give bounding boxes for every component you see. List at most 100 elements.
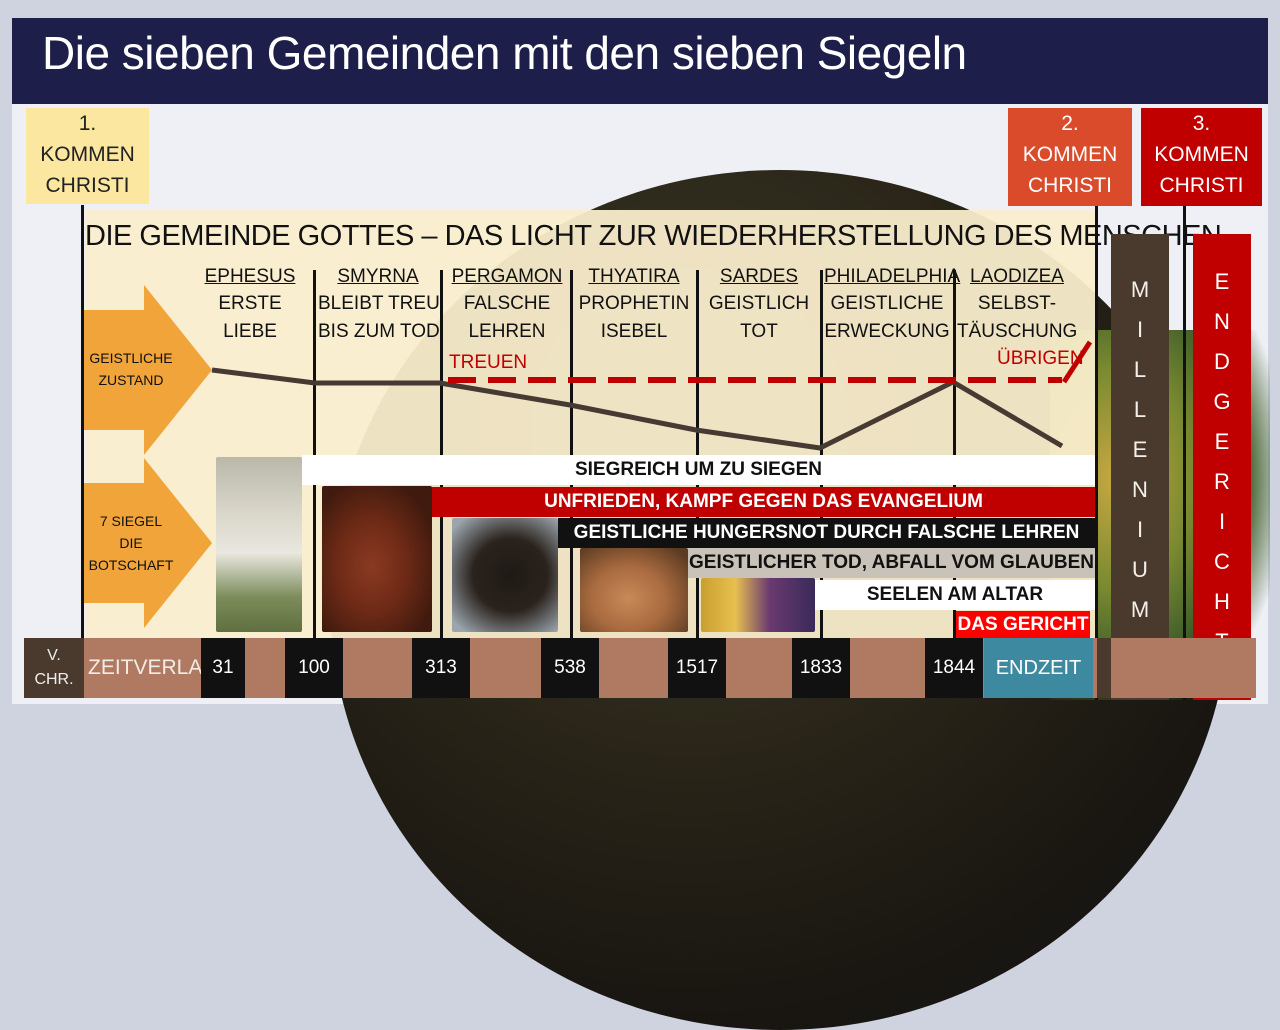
church-laodizea: LAODIZEA SELBST- TÄUSCHUNG xyxy=(957,266,1077,346)
seal-band-5: SEELEN AM ALTAR xyxy=(815,580,1095,610)
church-name: EPHESUS xyxy=(204,266,296,287)
year-538: 538 xyxy=(541,638,599,698)
church-desc: ERWECKUNG xyxy=(824,321,950,342)
third-coming-line: CHRISTI xyxy=(1159,174,1244,197)
remnant-end-label: ÜBRIGEN xyxy=(997,348,1084,369)
third-coming-line: 3. xyxy=(1192,112,1211,135)
bc-text: V. xyxy=(47,647,61,664)
church-thyatira: THYATIRA PROPHETIN ISEBEL xyxy=(575,266,693,346)
second-coming-line: 2. xyxy=(1061,112,1079,135)
endgericht-label: ENDGERICHT xyxy=(1193,262,1251,662)
millennium-letter: L xyxy=(1133,357,1147,382)
year-313: 313 xyxy=(412,638,470,698)
seal-band-3: GEISTLICHE HUNGERSNOT DURCH FALSCHE LEHR… xyxy=(558,518,1095,548)
endgericht-letter: C xyxy=(1214,549,1230,574)
church-desc: GEISTLICH xyxy=(708,293,810,314)
church-desc: BLEIBT TREU xyxy=(318,293,440,314)
first-coming-line: CHRISTI xyxy=(45,174,130,197)
third-coming-line: KOMMEN xyxy=(1154,143,1249,166)
red-horse-image xyxy=(322,486,432,632)
black-horse-image xyxy=(452,518,558,632)
condition-graph xyxy=(211,340,1093,451)
white-horse-image xyxy=(216,457,302,632)
church-name: LAODIZEA xyxy=(970,266,1064,287)
year-1517: 1517 xyxy=(668,638,726,698)
church-desc: BIS ZUM TOD xyxy=(318,321,440,342)
year-100: 100 xyxy=(285,638,343,698)
endgericht-letter: H xyxy=(1214,589,1230,614)
year-31: 31 xyxy=(201,638,245,698)
millennium-column xyxy=(1111,234,1169,700)
second-coming-line-marker xyxy=(1095,206,1098,700)
period-divider xyxy=(313,270,316,638)
endgericht-letter: N xyxy=(1214,309,1230,334)
church-desc: LEHREN xyxy=(468,321,546,342)
first-coming-line-marker xyxy=(81,205,84,638)
seal-band-2: UNFRIEDEN, KAMPF GEGEN DAS EVANGELIUM xyxy=(432,487,1095,517)
arrow-text: GEISTLICHE xyxy=(89,350,173,366)
pale-horse-image xyxy=(580,548,688,632)
third-coming-line-marker xyxy=(1183,206,1186,700)
church-desc: FALSCHE xyxy=(463,293,551,314)
seal-band-4: GEISTLICHER TOD, ABFALL VOM GLAUBEN xyxy=(688,548,1095,578)
church-philadelphia: PHILADELPHIA GEISTLICHE ERWECKUNG xyxy=(824,266,961,346)
millennium-letter: M xyxy=(1130,597,1150,622)
millennium-letter: U xyxy=(1132,557,1148,582)
church-desc: TÄUSCHUNG xyxy=(957,321,1078,342)
period-divider xyxy=(820,270,823,638)
second-coming-line: KOMMEN xyxy=(1022,143,1118,166)
first-coming-box: 1. KOMMEN CHRISTI xyxy=(26,108,149,204)
arrow-text: ZUSTAND xyxy=(98,372,164,388)
year-1844: 1844 xyxy=(925,638,983,698)
church-desc: GEISTLICHE xyxy=(830,293,944,314)
period-divider xyxy=(953,270,956,638)
second-coming-line: CHRISTI xyxy=(1028,174,1112,197)
church-desc: ISEBEL xyxy=(600,321,668,342)
page-title: Die sieben Gemeinden mit den sieben Sieg… xyxy=(42,27,967,79)
bc-text: CHR. xyxy=(34,671,74,688)
remnant-rise xyxy=(1061,340,1093,384)
first-coming-line: KOMMEN xyxy=(40,143,135,166)
seal-band-6: DAS GERICHT xyxy=(956,611,1090,638)
period-divider xyxy=(570,270,573,638)
first-coming-line: 1. xyxy=(78,112,97,135)
endtime-label: ENDZEIT xyxy=(984,638,1093,698)
millennium-letter: M xyxy=(1130,277,1150,302)
endgericht-letter: D xyxy=(1214,349,1230,374)
timeline-gap xyxy=(1097,638,1111,698)
remnant-start-label: TREUEN xyxy=(449,352,528,373)
church-sardes: SARDES GEISTLICH TOT xyxy=(700,266,818,346)
endgericht-letter: E xyxy=(1214,269,1230,294)
card-header: DIE GEMEINDE GOTTES – DAS LICHT ZUR WIED… xyxy=(85,220,1222,252)
altar-image xyxy=(701,578,815,632)
title-bar xyxy=(12,18,1268,104)
millennium-letter: I xyxy=(1136,317,1144,342)
second-coming-box: 2. KOMMEN CHRISTI xyxy=(1008,108,1132,206)
church-desc: ERSTE xyxy=(218,293,282,314)
endgericht-letter: E xyxy=(1214,429,1230,454)
church-ephesus: EPHESUS ERSTE LIEBE xyxy=(200,266,300,346)
church-desc: PROPHETIN xyxy=(578,293,690,314)
upper-arrow-label: GEISTLICHE ZUSTAND xyxy=(86,347,176,391)
arrow-text: 7 SIEGEL xyxy=(99,513,163,529)
arrow-text: BOTSCHAFT xyxy=(88,557,174,573)
church-name: PERGAMON xyxy=(451,266,563,287)
year-1833: 1833 xyxy=(792,638,850,698)
church-name: THYATIRA xyxy=(588,266,680,287)
seal-band-1: SIEGREICH UM ZU SIEGEN xyxy=(302,455,1095,485)
timeline-label: ZEITVERLAUF xyxy=(88,656,231,679)
church-desc: SELBST- xyxy=(977,293,1057,314)
arrow-text: DIE xyxy=(119,535,143,551)
church-name: SARDES xyxy=(719,266,799,287)
millennium-letter: I xyxy=(1136,517,1144,542)
millennium-letter: E xyxy=(1132,437,1148,462)
third-coming-box: 3. KOMMEN CHRISTI xyxy=(1141,108,1262,206)
millennium-letter: N xyxy=(1132,477,1148,502)
endgericht-column xyxy=(1193,234,1251,700)
endgericht-letter: I xyxy=(1218,509,1226,534)
period-divider xyxy=(696,270,699,638)
period-divider xyxy=(440,270,443,638)
church-smyrna: SMYRNA BLEIBT TREU BIS ZUM TOD xyxy=(318,266,440,346)
church-name: PHILADELPHIA xyxy=(824,266,961,287)
